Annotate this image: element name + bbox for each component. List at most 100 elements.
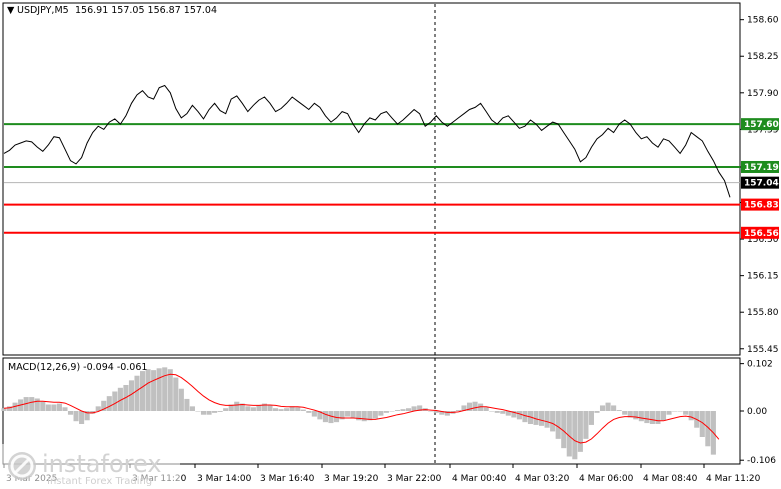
time-tick-label: 3 Mar 22:00: [387, 474, 442, 484]
macd-bar: [195, 411, 201, 412]
macd-bar: [40, 401, 46, 411]
macd-bar: [683, 411, 689, 415]
macd-bar: [594, 411, 600, 413]
macd-bar: [638, 411, 644, 422]
macd-bar: [145, 369, 151, 411]
macd-bar: [328, 411, 334, 424]
macd-bar: [655, 411, 661, 424]
macd-bar: [34, 398, 40, 411]
price-tick-label: 157.55: [747, 125, 779, 135]
macd-bar: [699, 411, 705, 437]
price-series-line: [3, 84, 731, 198]
macd-bar: [256, 405, 262, 411]
macd-tick-label: 0.00: [747, 407, 767, 417]
macd-bar: [178, 388, 184, 411]
macd-bar: [234, 401, 240, 411]
macd-bar: [672, 411, 678, 412]
macd-bar: [627, 411, 633, 418]
level-tag-box: [741, 198, 779, 211]
macd-tick-label: -0.106: [747, 456, 776, 466]
macd-bar: [428, 411, 434, 412]
macd-bar: [67, 411, 74, 415]
macd-bar: [505, 411, 511, 416]
macd-bar: [511, 411, 517, 418]
levels: 157.60 157.19 156.83 156.56: [4, 118, 779, 239]
macd-bar: [660, 411, 667, 421]
macd-bar: [73, 411, 79, 422]
time-tick-label: 4 Mar 00:40: [452, 474, 507, 484]
macd-bar: [472, 401, 478, 411]
macd-bar: [289, 406, 295, 411]
macd-bar: [533, 411, 539, 425]
macd-bar: [605, 402, 611, 411]
macd-bar: [284, 408, 290, 411]
price-tick-label: 158.60: [747, 16, 779, 26]
macd-bar: [400, 409, 406, 411]
macd-bar: [550, 411, 556, 432]
macd-bar: [372, 411, 378, 419]
macd-bar: [522, 411, 528, 423]
macd-bar: [644, 411, 650, 424]
macd-bar: [29, 397, 35, 411]
macd-header: MACD(12,26,9) -0.094 -0.061: [8, 362, 147, 373]
macd-bar: [84, 411, 90, 421]
macd-bar: [688, 411, 694, 421]
level-tag-label: 157.60: [744, 120, 779, 130]
price-tick-label: 157.90: [747, 89, 779, 99]
macd-bar: [311, 411, 317, 417]
macd-bar: [599, 405, 606, 411]
macd-bar: [361, 411, 367, 422]
macd-bar: [250, 407, 256, 411]
macd-bar: [411, 406, 417, 411]
macd-bar: [117, 387, 123, 411]
macd-bar: [317, 411, 323, 420]
macd-bar: [228, 404, 234, 411]
macd-bar: [45, 404, 51, 411]
macd-bar: [433, 411, 439, 413]
level-tag-box: [741, 160, 779, 173]
instaforex-watermark: instaforex Instant Forex Trading: [0, 444, 180, 489]
macd-bar: [79, 411, 85, 424]
time-tick-label: 3 Mar 16:40: [260, 474, 315, 484]
macd-bar: [62, 407, 68, 411]
macd-bar: [588, 411, 595, 425]
instaforex-logo-icon: [8, 452, 36, 480]
macd-bar: [439, 411, 445, 415]
macd-bar: [333, 411, 340, 423]
macd-bar: [189, 406, 195, 411]
macd-bar: [212, 411, 218, 413]
macd-bar: [106, 396, 112, 411]
macd-bar: [383, 411, 389, 413]
time-tick-label: 4 Mar 11:20: [706, 474, 761, 484]
macd-bar: [345, 411, 351, 417]
current-price-tag: 157.04: [741, 176, 779, 189]
macd-bar: [95, 406, 101, 411]
macd-axis-ticks: 0.102 0.00 -0.106: [740, 360, 776, 466]
macd-bar: [417, 405, 423, 411]
macd-bar: [128, 380, 135, 411]
watermark-brand: instaforex: [42, 450, 162, 478]
macd-bar: [167, 369, 173, 411]
macd-bar: [156, 368, 162, 411]
macd-bar: [200, 411, 207, 415]
macd-bar: [350, 411, 356, 418]
price-tick-label: 156.15: [747, 272, 779, 282]
macd-bar: [394, 410, 401, 411]
macd-bar: [278, 409, 284, 411]
watermark-tagline: Instant Forex Trading: [47, 476, 152, 487]
macd-bar: [444, 411, 450, 416]
macd-bar: [139, 371, 146, 411]
macd-bar: [134, 375, 140, 411]
chart-menu-arrow-icon[interactable]: ▼: [7, 5, 15, 16]
macd-bar: [406, 408, 412, 411]
macd-bar: [206, 411, 212, 415]
macd-bar: [300, 409, 306, 411]
price-tick-label: 156.50: [747, 235, 779, 245]
time-tick-label: 4 Mar 08:40: [643, 474, 698, 484]
macd-signal-line: [3, 373, 720, 444]
macd-bar: [572, 411, 578, 460]
current-price-tag-label: 157.04: [744, 179, 779, 189]
macd-bar: [483, 407, 489, 411]
macd-bar: [705, 411, 711, 447]
